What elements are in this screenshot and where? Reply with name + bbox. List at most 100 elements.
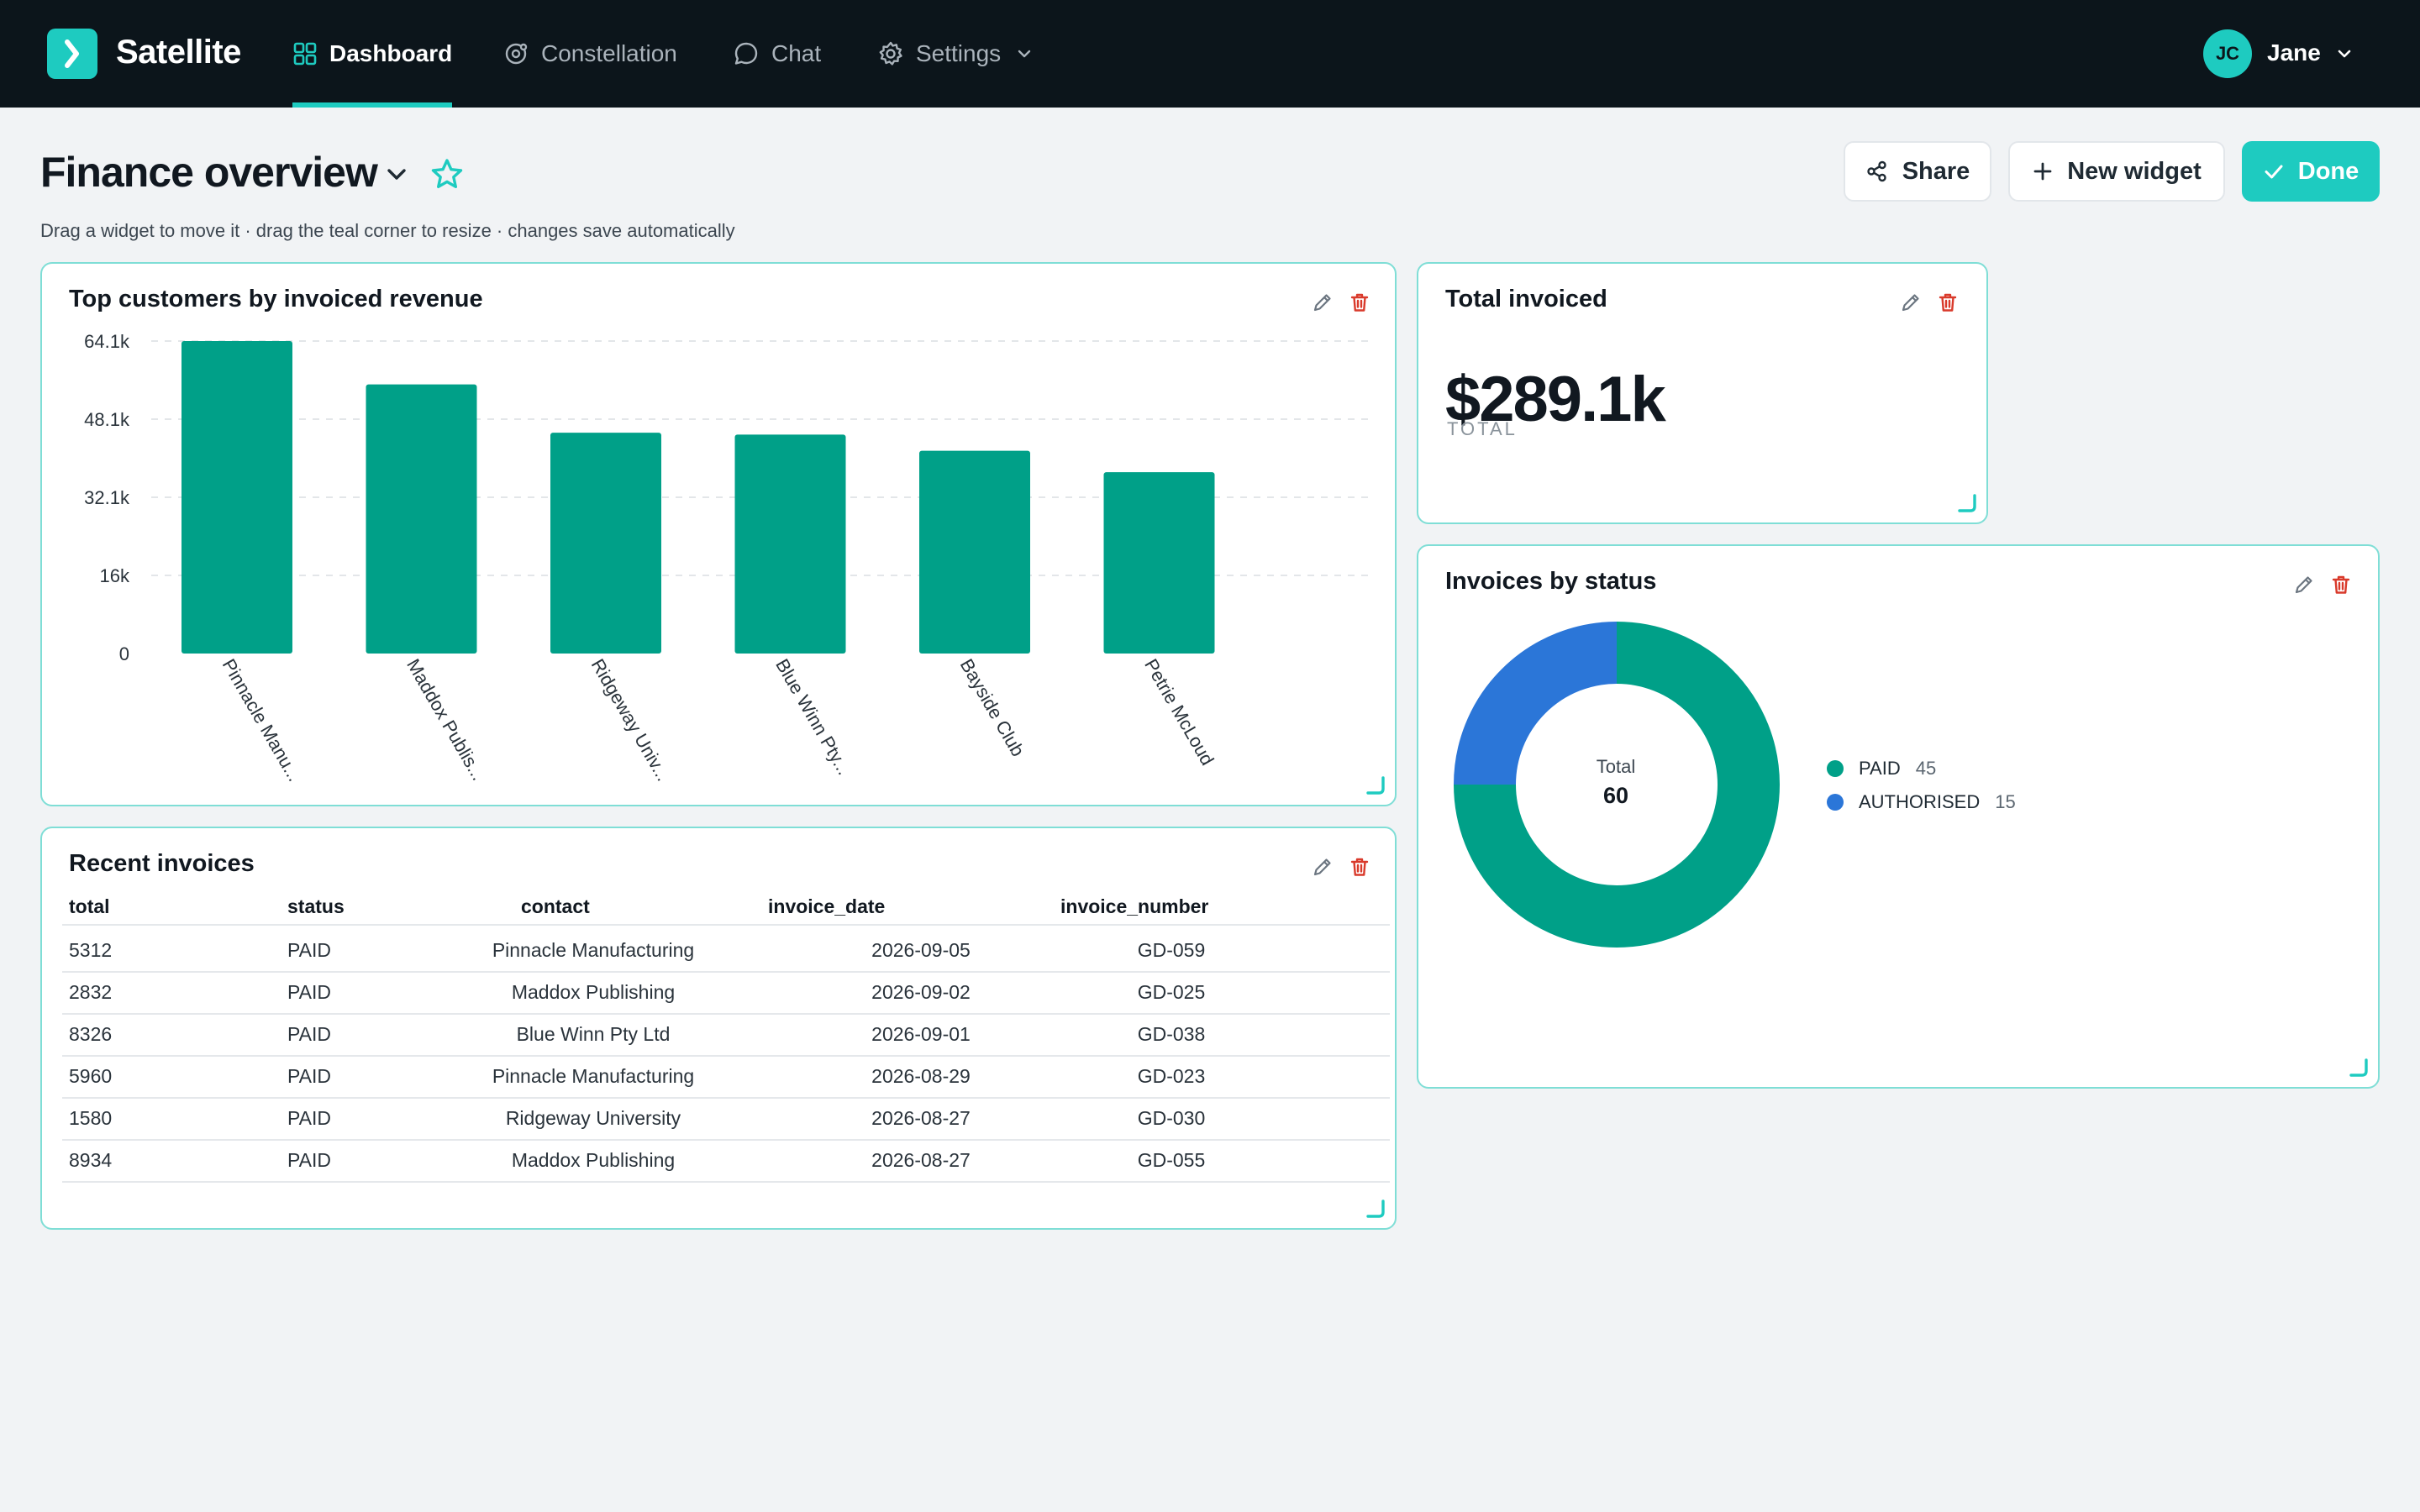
y-tick-label: 48.1k: [84, 409, 130, 430]
table-cell: GD-030: [1137, 1107, 1206, 1129]
trash-icon[interactable]: [1348, 855, 1371, 879]
table-cell: GD-038: [1137, 1023, 1206, 1045]
x-tick-label: Ridgeway Univ...: [587, 655, 674, 785]
x-tick-label: Blue Winn Pty...: [771, 655, 855, 779]
legend-count: 15: [1995, 791, 2016, 812]
user-name[interactable]: Jane: [2267, 39, 2321, 66]
legend-label: AUTHORISED: [1859, 791, 1981, 812]
share-button[interactable]: Share: [1844, 141, 1991, 202]
x-tick-label: Petrie McLoud: [1140, 655, 1218, 769]
table-cell: 2026-08-27: [871, 1149, 971, 1171]
column-header-contact[interactable]: contact: [521, 895, 590, 917]
avatar[interactable]: JC: [2203, 29, 2252, 78]
edit-icon[interactable]: [1311, 855, 1334, 879]
table-cell: 8934: [69, 1149, 113, 1171]
nav-item-dashboard[interactable]: Dashboard: [292, 0, 452, 108]
row-divider: [62, 1181, 1390, 1183]
check-icon: [2265, 165, 2283, 179]
row-divider: [62, 1013, 1390, 1015]
user-menu-chevron-icon[interactable]: [2334, 44, 2354, 64]
table-row[interactable]: 5312 PAID Pinnacle Manufacturing 2026-09-05…: [42, 931, 1395, 973]
table-cell: PAID: [287, 939, 331, 961]
trash-icon[interactable]: [2329, 573, 2353, 596]
edit-icon[interactable]: [1899, 291, 1923, 314]
bar[interactable]: [550, 433, 661, 654]
share-button-label: Share: [1902, 157, 1970, 185]
new-widget-button[interactable]: New widget: [2008, 141, 2225, 202]
active-tab-indicator: [292, 102, 452, 108]
table-cell: Pinnacle Manufacturing: [492, 939, 695, 961]
legend-item-paid[interactable]: PAID 45: [1827, 758, 1936, 780]
gear-icon: [879, 41, 902, 66]
widget-invoices-by-status[interactable]: Invoices by status Total 60 PAID 45 AUTH…: [1417, 544, 2380, 1089]
table-cell: GD-055: [1137, 1149, 1206, 1171]
widget-recent-invoices[interactable]: Recent invoices total status contact inv…: [40, 827, 1397, 1230]
done-button[interactable]: Done: [2242, 141, 2380, 202]
bar[interactable]: [919, 450, 1030, 654]
table-cell: 2026-08-27: [871, 1107, 971, 1129]
table-cell: PAID: [287, 1065, 331, 1087]
table-row[interactable]: 2832 PAID Maddox Publishing 2026-09-02 GD-02…: [42, 973, 1395, 1015]
table-row[interactable]: 1580 PAID Ridgeway University 2026-08-27 GD-…: [42, 1099, 1395, 1141]
table-row[interactable]: 8934 PAID Maddox Publishing 2026-08-27 GD-05…: [42, 1141, 1395, 1183]
trash-icon[interactable]: [1348, 291, 1371, 314]
table-cell: 1580: [69, 1107, 113, 1129]
table-cell: PAID: [287, 1149, 331, 1171]
resize-handle-icon[interactable]: [1366, 776, 1385, 795]
page-title: Finance overview: [40, 149, 378, 196]
bar-chart: 0 16k 32.1k 48.1k 64.1k Pinnacle Manu... Maddo…: [84, 331, 1370, 785]
table-cell: PAID: [287, 1107, 331, 1129]
x-tick-label: Pinnacle Manu...: [218, 655, 306, 785]
donut-slice[interactable]: [1454, 622, 1618, 785]
table-row[interactable]: 5960 PAID Pinnacle Manufacturing 2026-08-29…: [42, 1057, 1395, 1099]
row-divider: [62, 1097, 1390, 1099]
legend-item-authorised[interactable]: AUTHORISED 15: [1827, 791, 2016, 813]
bar[interactable]: [366, 384, 477, 654]
chevron-down-icon: [1018, 50, 1031, 58]
bar[interactable]: [734, 434, 846, 654]
table-cell: PAID: [287, 1023, 331, 1045]
table-row[interactable]: 8326 PAID Blue Winn Pty Ltd 2026-09-01 GD-03…: [42, 1015, 1395, 1057]
nav-item-settings[interactable]: Settings: [877, 0, 1033, 108]
donut-slice[interactable]: [1454, 622, 1780, 948]
satellite-logo-icon[interactable]: [47, 29, 97, 79]
table-cell: Maddox Publishing: [511, 1149, 676, 1171]
resize-handle-icon[interactable]: [1366, 1200, 1385, 1218]
bar[interactable]: [182, 341, 292, 654]
donut-chart: [1454, 622, 1780, 948]
column-header-invoice-number[interactable]: invoice_number: [1060, 895, 1209, 917]
orbit-icon: [505, 43, 528, 65]
dashboard-switcher-chevron-icon[interactable]: [381, 160, 412, 190]
edit-icon[interactable]: [1311, 291, 1334, 314]
table-cell: 8326: [69, 1023, 113, 1045]
nav-item-constellation[interactable]: Constellation: [502, 0, 677, 108]
column-header-status[interactable]: status: [287, 895, 345, 917]
table-cell: GD-059: [1137, 939, 1206, 961]
x-tick-label: Maddox Publis...: [402, 655, 489, 784]
table-cell: 2026-09-01: [871, 1023, 971, 1045]
resize-handle-icon[interactable]: [1958, 494, 1976, 512]
page-hint: Drag a widget to move it · drag the teal…: [40, 220, 735, 241]
bar[interactable]: [1103, 472, 1215, 654]
resize-handle-icon[interactable]: [2349, 1058, 2368, 1077]
legend-label: PAID: [1859, 758, 1901, 779]
legend-count: 45: [1915, 758, 1937, 779]
trash-icon[interactable]: [1936, 291, 1960, 314]
table-cell: Maddox Publishing: [511, 981, 676, 1003]
table-cell: 5312: [69, 939, 113, 961]
legend-swatch: [1827, 760, 1844, 777]
table-cell: GD-025: [1137, 981, 1206, 1003]
nav-label-dashboard: Dashboard: [329, 40, 453, 66]
app-name[interactable]: Satellite: [116, 34, 241, 71]
table-cell: Ridgeway University: [505, 1107, 681, 1129]
table-cell: Pinnacle Manufacturing: [492, 1065, 695, 1087]
widget-top-customers[interactable]: Top customers by invoiced revenue 0 16k 32…: [40, 262, 1397, 806]
edit-icon[interactable]: [2292, 573, 2316, 596]
column-header-invoice-date[interactable]: invoice_date: [768, 895, 886, 917]
favorite-star-icon[interactable]: [429, 156, 466, 193]
nav-item-chat[interactable]: Chat: [733, 0, 821, 108]
widget-total-invoiced[interactable]: Total invoiced $289.1k TOTAL: [1417, 262, 1988, 524]
column-header-total[interactable]: total: [69, 895, 110, 917]
y-tick-label: 32.1k: [84, 487, 130, 508]
total-invoiced-label: TOTAL: [1447, 418, 1518, 439]
